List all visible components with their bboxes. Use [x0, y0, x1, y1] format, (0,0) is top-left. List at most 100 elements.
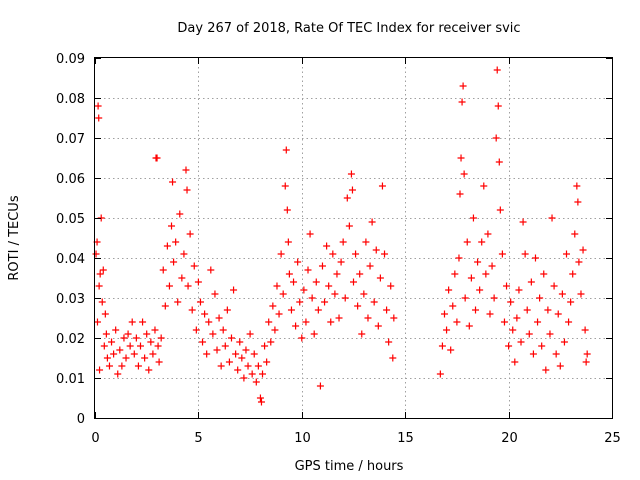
data-point: [341, 294, 349, 302]
data-point: [515, 286, 523, 294]
data-point: [486, 310, 494, 318]
data-point: [292, 322, 300, 330]
data-point: [296, 298, 304, 306]
data-point: [505, 342, 513, 350]
data-point: [281, 182, 289, 190]
data-point: [376, 274, 384, 282]
data-point: [323, 242, 331, 250]
data-point: [563, 250, 571, 258]
data-point: [331, 290, 339, 298]
data-point: [556, 362, 564, 370]
data-point: [327, 318, 335, 326]
data-point: [285, 270, 293, 278]
data-point: [96, 270, 104, 278]
data-point: [550, 282, 558, 290]
data-point: [343, 194, 351, 202]
data-point: [298, 334, 306, 342]
data-point: [252, 378, 260, 386]
data-point: [513, 314, 521, 322]
data-point: [287, 306, 295, 314]
data-point: [492, 134, 500, 142]
data-point: [207, 266, 215, 274]
data-point: [161, 302, 169, 310]
plot-frame: [94, 57, 613, 419]
data-point: [455, 254, 463, 262]
data-point: [577, 290, 585, 298]
x-tick-label: 25: [604, 431, 621, 446]
data-point: [188, 306, 196, 314]
data-point: [478, 238, 486, 246]
data-point: [178, 274, 186, 282]
data-point: [335, 314, 343, 322]
y-tick-label: 0.05: [56, 212, 85, 227]
data-point: [453, 318, 461, 326]
data-point: [459, 82, 467, 90]
data-point: [354, 302, 362, 310]
data-point: [494, 102, 502, 110]
data-point: [480, 182, 488, 190]
data-point: [139, 318, 147, 326]
data-point: [582, 358, 590, 366]
data-point: [362, 238, 370, 246]
data-point: [316, 382, 324, 390]
data-point: [209, 330, 217, 338]
data-point: [263, 358, 271, 366]
data-point: [147, 338, 155, 346]
data-point: [451, 270, 459, 278]
data-point: [472, 306, 480, 314]
data-point: [170, 258, 178, 266]
data-point: [378, 182, 386, 190]
data-point: [552, 350, 560, 358]
chart-title: Day 267 of 2018, Rate Of TEC Index for r…: [177, 21, 520, 36]
data-point: [304, 266, 312, 274]
data-point: [114, 370, 122, 378]
data-point: [300, 286, 308, 294]
data-point: [449, 302, 457, 310]
data-point: [329, 250, 337, 258]
data-point: [112, 326, 120, 334]
data-point: [383, 306, 391, 314]
data-point: [531, 254, 539, 262]
data-point: [571, 230, 579, 238]
data-point: [242, 346, 250, 354]
data-point: [347, 170, 355, 178]
data-point: [496, 206, 504, 214]
data-point: [259, 370, 267, 378]
data-point: [122, 354, 130, 362]
data-point: [465, 322, 473, 330]
data-point: [246, 330, 254, 338]
data-point: [385, 338, 393, 346]
data-point: [463, 238, 471, 246]
data-point: [325, 282, 333, 290]
data-point: [169, 178, 177, 186]
data-point: [92, 250, 100, 258]
data-point: [163, 242, 171, 250]
data-point: [234, 366, 242, 374]
data-point: [221, 342, 229, 350]
data-point: [155, 358, 163, 366]
data-point: [215, 314, 223, 322]
data-point: [269, 302, 277, 310]
data-point: [248, 370, 256, 378]
data-point: [337, 258, 345, 266]
data-point: [474, 258, 482, 266]
data-point: [273, 282, 281, 290]
data-point: [498, 250, 506, 258]
data-point: [440, 310, 448, 318]
data-point: [267, 338, 275, 346]
data-point: [519, 218, 527, 226]
y-tick-label: 0.02: [56, 332, 85, 347]
data-point: [558, 290, 566, 298]
data-point: [469, 214, 477, 222]
x-tick-label: 20: [501, 431, 518, 446]
data-point: [356, 270, 364, 278]
data-point: [240, 374, 248, 382]
data-point: [345, 222, 353, 230]
data-point: [95, 114, 103, 122]
data-point: [151, 326, 159, 334]
y-axis-label: ROTI / TECUs: [7, 195, 22, 280]
data-point: [217, 362, 225, 370]
y-tick-label: 0: [77, 412, 85, 427]
data-point: [126, 342, 134, 350]
